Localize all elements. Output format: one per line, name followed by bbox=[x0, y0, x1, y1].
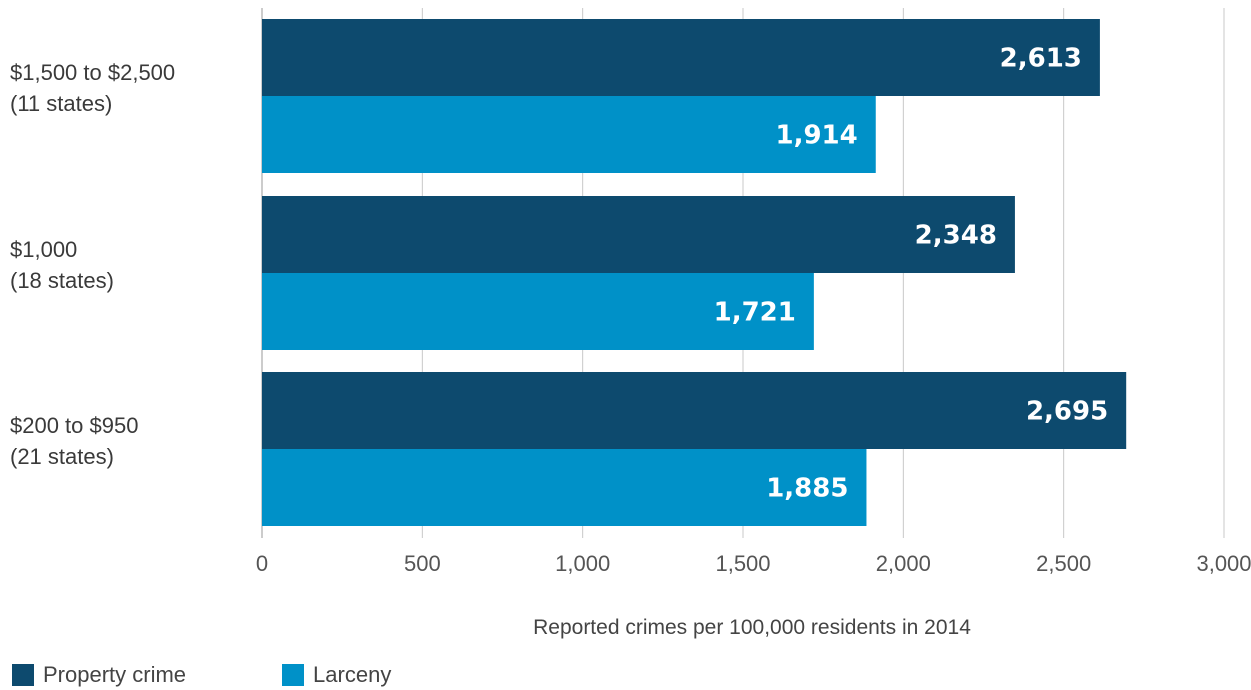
legend-item-larceny: Larceny bbox=[282, 662, 391, 688]
bar-value-label: 2,695 bbox=[1026, 397, 1108, 427]
bar-value-label: 1,721 bbox=[714, 298, 796, 328]
legend-swatch-larceny bbox=[282, 664, 305, 686]
bar-value-label: 1,885 bbox=[766, 474, 848, 504]
legend: Property crime Larceny bbox=[12, 662, 487, 688]
category-label: $1,500 to $2,500 (11 states) bbox=[10, 60, 175, 116]
category-label-line: $1,500 to $2,500 bbox=[10, 60, 175, 85]
category-label-line: (11 states) bbox=[10, 91, 112, 116]
category-label-line: (21 states) bbox=[10, 444, 114, 469]
bar bbox=[262, 19, 1100, 96]
x-tick-label: 1,500 bbox=[715, 551, 770, 576]
bars: 2,613 1,914 2,348 1,721 2,695 1,885 bbox=[262, 19, 1127, 526]
category-label-line: (18 states) bbox=[10, 268, 114, 293]
x-tick-labels: 0 500 1,000 1,500 2,000 2,500 3,000 bbox=[256, 551, 1251, 576]
category-label-line: $200 to $950 bbox=[10, 413, 138, 438]
legend-label-larceny: Larceny bbox=[313, 662, 392, 687]
bar bbox=[262, 372, 1127, 449]
bar bbox=[262, 96, 876, 173]
bar bbox=[262, 273, 814, 350]
category-label-line: $1,000 bbox=[10, 237, 77, 262]
bar bbox=[262, 449, 867, 526]
legend-label-property-crime: Property crime bbox=[43, 662, 187, 687]
legend-item-property-crime: Property crime bbox=[12, 662, 186, 688]
bar-value-label: 2,613 bbox=[1000, 44, 1082, 74]
x-tick-label: 1,000 bbox=[555, 551, 610, 576]
x-tick-label: 0 bbox=[256, 551, 268, 576]
x-tick-label: 3,000 bbox=[1196, 551, 1251, 576]
bar-value-label: 2,348 bbox=[915, 221, 997, 251]
bar-value-label: 1,914 bbox=[776, 121, 858, 151]
x-axis-title: Reported crimes per 100,000 residents in… bbox=[533, 616, 971, 639]
category-label: $1,000 (18 states) bbox=[10, 237, 114, 293]
category-labels: $1,500 to $2,500 (11 states) $1,000 (18 sta… bbox=[10, 60, 175, 469]
legend-swatch-property-crime bbox=[12, 664, 34, 686]
x-tick-label: 500 bbox=[404, 551, 441, 576]
category-label: $200 to $950 (21 states) bbox=[10, 413, 138, 469]
bar bbox=[262, 196, 1015, 273]
x-tick-label: 2,000 bbox=[876, 551, 931, 576]
x-tick-label: 2,500 bbox=[1036, 551, 1091, 576]
